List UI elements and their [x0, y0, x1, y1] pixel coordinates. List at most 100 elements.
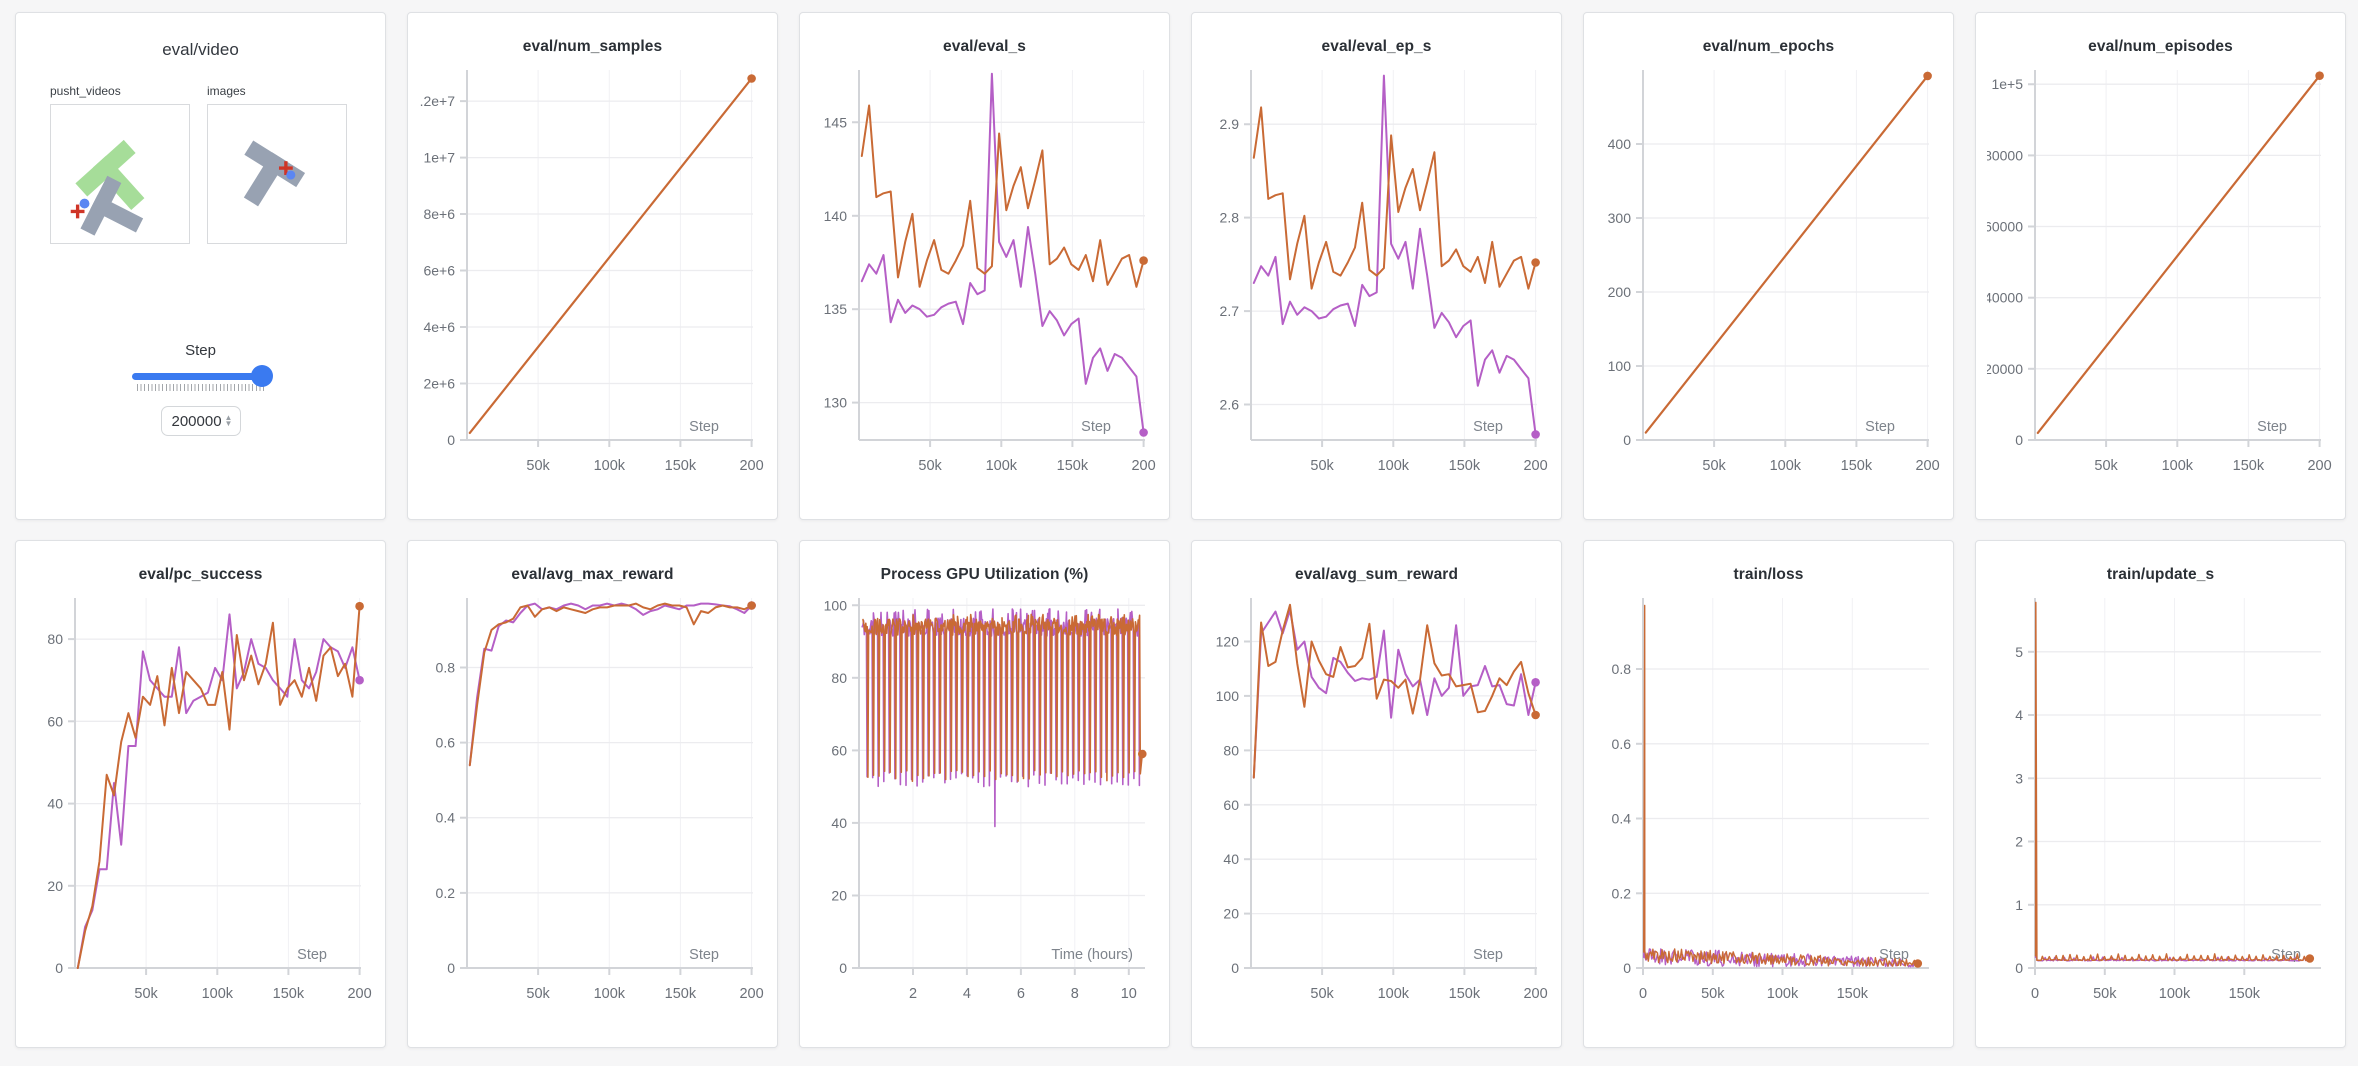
svg-text:150k: 150k	[273, 986, 305, 1002]
svg-text:145: 145	[824, 114, 848, 130]
svg-text:50k: 50k	[526, 986, 550, 1002]
svg-text:0.8: 0.8	[436, 660, 456, 676]
panel-eval-avg-sum-reward: eval/avg_sum_reward 50k 100k 150k 200 0 20 40 6…	[1191, 540, 1562, 1048]
svg-text:60: 60	[831, 742, 847, 758]
svg-text:40: 40	[1223, 851, 1239, 867]
svg-text:200: 200	[1523, 458, 1547, 474]
chart-canvas[interactable]: 0 50k 100k 150k 0 0.2 0.4 0.6 0.8 Step	[1595, 590, 1942, 1020]
chart-title: eval/num_samples	[522, 38, 663, 55]
svg-text:50k: 50k	[918, 458, 942, 474]
svg-text:150k: 150k	[665, 986, 697, 1002]
svg-text:100k: 100k	[2162, 458, 2194, 474]
media-item-pusht-videos: pusht_videos	[50, 84, 190, 244]
agent-dot-icon	[79, 198, 90, 209]
svg-text:2: 2	[2015, 834, 2023, 850]
svg-text:Time (hours): Time (hours)	[1051, 947, 1133, 963]
svg-text:6: 6	[1017, 986, 1025, 1002]
svg-text:50k: 50k	[2093, 986, 2117, 1002]
svg-text:0.4: 0.4	[1612, 811, 1632, 827]
media-label: pusht_videos	[50, 84, 121, 98]
svg-text:200: 200	[1915, 458, 1939, 474]
svg-text:200: 200	[739, 458, 763, 474]
panel-eval-eval-ep-s: eval/eval_ep_s 50k 100k 150k 200 2.6 2.7 2.8 2.…	[1191, 12, 1562, 520]
svg-text:50k: 50k	[134, 986, 158, 1002]
svg-text:100k: 100k	[1767, 986, 1799, 1002]
svg-text:0: 0	[839, 960, 847, 976]
chart-canvas[interactable]: 50k 100k 150k 200 0 100 200 300 400 Step	[1595, 62, 1942, 492]
svg-text:150k: 150k	[2229, 986, 2261, 1002]
svg-text:0: 0	[55, 960, 63, 976]
chart-title: train/update_s	[2106, 566, 2215, 583]
step-value-box: ▲ ▼	[160, 406, 241, 436]
svg-text:200: 200	[1523, 986, 1547, 1002]
svg-text:5: 5	[2015, 644, 2023, 660]
svg-text:80: 80	[831, 670, 847, 686]
chart-title: eval/pc_success	[138, 566, 263, 583]
step-slider-label: Step	[185, 342, 216, 359]
chart-canvas[interactable]: 50k 100k 150k 200 0 20 40 60 80 Step	[27, 590, 374, 1020]
svg-text:100k: 100k	[1378, 458, 1410, 474]
svg-text:150k: 150k	[1057, 458, 1089, 474]
svg-text:50k: 50k	[526, 458, 550, 474]
svg-text:Step: Step	[1879, 947, 1909, 963]
svg-text:4e+6: 4e+6	[423, 319, 455, 335]
svg-text:2.7: 2.7	[1220, 303, 1240, 319]
svg-text:2.8: 2.8	[1220, 210, 1240, 226]
svg-text:50k: 50k	[1310, 986, 1334, 1002]
svg-text:0: 0	[2015, 432, 2023, 448]
panel-gpu-utilization: Process GPU Utilization (%) 2 4 6 8 10 0 20 40 6…	[799, 540, 1170, 1048]
svg-text:50k: 50k	[2094, 458, 2118, 474]
chart-canvas[interactable]: 50k 100k 150k 200 0 20000 40000 60000 80000 1e+5 S…	[1987, 62, 2334, 492]
svg-text:2: 2	[909, 986, 917, 1002]
panel-eval-num-samples: eval/num_samples 50k 100k 150k 200 0 2e+6 4e+6…	[407, 12, 778, 520]
svg-text:400: 400	[1608, 136, 1632, 152]
svg-text:100k: 100k	[1770, 458, 1802, 474]
chart-canvas[interactable]: 50k 100k 150k 200 0 0.2 0.4 0.6 0.8 Step	[419, 590, 766, 1020]
step-value-input[interactable]	[168, 411, 225, 431]
images-preview[interactable]	[207, 104, 347, 244]
svg-text:1e+5: 1e+5	[1991, 76, 2023, 92]
svg-text:40000: 40000	[1987, 290, 2023, 306]
pusht-video-preview[interactable]	[50, 104, 190, 244]
svg-text:130: 130	[824, 395, 848, 411]
svg-text:100k: 100k	[2159, 986, 2191, 1002]
media-label: images	[207, 84, 246, 98]
stepper-up-icon[interactable]: ▲	[224, 413, 233, 422]
panel-title: eval/video	[162, 40, 239, 59]
svg-text:0.2: 0.2	[1612, 885, 1632, 901]
svg-text:200: 200	[347, 986, 371, 1002]
svg-text:2.9: 2.9	[1220, 116, 1240, 132]
panel-eval-eval-s: eval/eval_s 50k 100k 150k 200 130 135 140 145 St…	[799, 12, 1170, 520]
chart-canvas[interactable]: 50k 100k 150k 200 2.6 2.7 2.8 2.9 Step	[1203, 62, 1550, 492]
svg-text:80000: 80000	[1987, 147, 2023, 163]
step-slider-thumb[interactable]	[251, 365, 273, 387]
svg-text:200: 200	[739, 986, 763, 1002]
svg-text:10: 10	[1121, 986, 1137, 1002]
media-item-images: images	[207, 84, 347, 244]
svg-text:Step: Step	[689, 419, 719, 435]
panel-train-loss: train/loss 0 50k 100k 150k 0 0.2 0.4 0.6 0.8 Step	[1583, 540, 1954, 1048]
svg-text:100: 100	[1216, 688, 1240, 704]
panel-eval-num-epochs: eval/num_epochs 50k 100k 150k 200 0 100 200 300…	[1583, 12, 1954, 520]
svg-text:200: 200	[1131, 458, 1155, 474]
svg-text:Step: Step	[297, 947, 327, 963]
svg-text:0: 0	[1639, 986, 1647, 1002]
svg-text:0.6: 0.6	[436, 735, 456, 751]
chart-canvas[interactable]: 50k 100k 150k 200 0 2e+6 4e+6 6e+6 8e+6 1e+7 1.2e+…	[419, 62, 766, 492]
chart-canvas[interactable]: 50k 100k 150k 200 0 20 40 60 80 100 120 Step	[1203, 590, 1550, 1020]
svg-text:20: 20	[47, 878, 63, 894]
svg-text:20000: 20000	[1987, 361, 2023, 377]
svg-text:100k: 100k	[594, 986, 626, 1002]
svg-text:3: 3	[2015, 770, 2023, 786]
svg-text:2e+6: 2e+6	[423, 376, 455, 392]
stepper-down-icon[interactable]: ▼	[224, 419, 233, 428]
step-slider[interactable]	[132, 365, 273, 387]
svg-text:Step: Step	[1473, 419, 1503, 435]
step-stepper[interactable]: ▲ ▼	[224, 413, 233, 428]
svg-text:50k: 50k	[1702, 458, 1726, 474]
svg-text:200: 200	[2307, 458, 2331, 474]
goal-cross-icon	[278, 161, 293, 175]
chart-canvas[interactable]: 50k 100k 150k 200 130 135 140 145 Step	[811, 62, 1158, 492]
